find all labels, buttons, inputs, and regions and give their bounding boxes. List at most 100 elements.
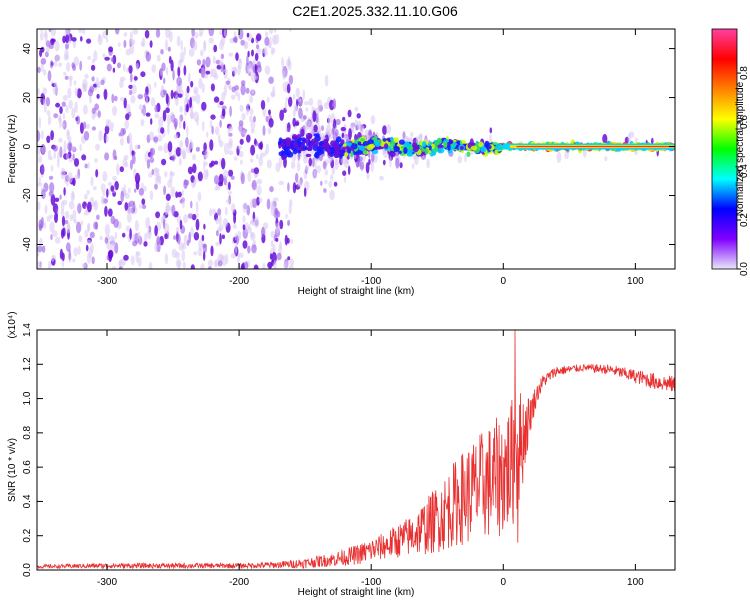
spectrum-noise-point bbox=[39, 237, 43, 246]
spectrum-noise-point bbox=[250, 198, 254, 209]
spectrum-noise-point bbox=[201, 234, 205, 242]
spectrum-noise-point bbox=[86, 252, 92, 264]
spectrum-noise-point bbox=[464, 152, 467, 163]
spectrum-noise-point bbox=[190, 80, 194, 88]
spectrum-noise-point bbox=[107, 208, 113, 217]
spectrum-noise-point bbox=[226, 181, 229, 191]
spectrum-noise-point bbox=[118, 132, 122, 137]
spectrum-noise-point bbox=[102, 190, 106, 196]
spectrum-noise-point bbox=[249, 95, 254, 104]
spectrum-noise-point bbox=[72, 209, 77, 222]
spectrum-noise-point bbox=[255, 153, 259, 160]
spectrum-noise-point bbox=[269, 186, 274, 193]
spectrum-noise-point bbox=[158, 116, 164, 128]
spectrum-noise-point bbox=[314, 159, 317, 169]
spectrum-noise-point bbox=[298, 107, 303, 119]
spectrum-noise-point bbox=[208, 37, 214, 44]
spectrum-noise-point bbox=[83, 193, 88, 200]
spectrum-noise-point bbox=[272, 47, 276, 54]
spectrum-noise-point bbox=[164, 253, 169, 265]
spectrum-noise-point bbox=[87, 55, 91, 60]
spectrum-noise-point bbox=[285, 213, 288, 219]
spectrum-noise-point bbox=[108, 46, 114, 53]
spectrum-noise-point bbox=[173, 235, 177, 240]
spectrum-noise-point bbox=[90, 176, 94, 187]
spectrum-noise-point bbox=[247, 64, 253, 75]
spectrum-noise-point bbox=[253, 115, 256, 123]
spectrum-noise-point bbox=[234, 90, 239, 97]
spectrum-noise-point bbox=[151, 168, 155, 176]
spectrum-noise-point bbox=[357, 156, 363, 162]
spectrum-noise-point bbox=[219, 119, 222, 128]
spectrum-noise-point bbox=[221, 157, 226, 170]
spectrum-noise-point bbox=[205, 70, 211, 75]
spectrum-noise-point bbox=[234, 244, 238, 254]
spectrum-noise-point bbox=[93, 50, 98, 62]
spectrum-noise-point bbox=[217, 260, 223, 267]
spectrum-noise-point bbox=[181, 242, 187, 250]
spectrum-noise-point bbox=[240, 172, 245, 185]
spectrum-noise-point bbox=[49, 221, 55, 233]
spectrum-noise-point bbox=[223, 84, 228, 96]
spectrum-noise-point bbox=[166, 114, 171, 126]
spectrum-noise-point bbox=[329, 189, 335, 201]
spectrum-noise-point bbox=[158, 145, 163, 152]
spectrum-signal-point bbox=[398, 139, 405, 145]
spectrum-noise-point bbox=[54, 60, 58, 67]
spectrum-noise-point bbox=[109, 235, 114, 241]
spectrum-noise-point bbox=[212, 208, 216, 215]
spectrum-noise-point bbox=[187, 166, 193, 175]
spectrum-noise-point bbox=[223, 29, 227, 38]
spectrum-noise-point bbox=[167, 141, 173, 153]
spectrum-signal-point bbox=[443, 141, 448, 148]
snr-ytick-label: 0.4 bbox=[22, 494, 33, 508]
spectrum-noise-point bbox=[210, 245, 214, 257]
spectrum-noise-point bbox=[219, 233, 222, 245]
spectrum-noise-point bbox=[119, 79, 124, 89]
spectrum-noise-point bbox=[218, 214, 222, 225]
snr-ytick-label: 0.0 bbox=[22, 563, 33, 577]
spectrum-noise-point bbox=[602, 133, 608, 144]
spectrum-noise-point bbox=[63, 187, 66, 196]
spectrogram-xtick-label: -200 bbox=[229, 276, 249, 287]
spectrum-noise-point bbox=[489, 127, 493, 134]
spectrum-noise-point bbox=[332, 122, 336, 134]
spectrum-noise-point bbox=[240, 83, 246, 96]
spectrum-noise-point bbox=[154, 113, 160, 119]
spectrum-noise-point bbox=[100, 79, 105, 86]
spectrum-noise-point bbox=[110, 57, 115, 62]
spectrum-signal-point bbox=[406, 149, 413, 156]
spectrum-noise-point bbox=[253, 264, 259, 269]
spectrum-noise-point bbox=[269, 253, 273, 260]
spectrum-noise-point bbox=[41, 130, 44, 140]
spectrum-noise-point bbox=[228, 85, 232, 91]
spectrum-noise-point bbox=[143, 92, 149, 98]
spectrum-noise-point bbox=[49, 214, 53, 219]
spectrum-noise-point bbox=[221, 105, 227, 110]
spectrum-signal-point bbox=[367, 139, 375, 145]
snr-xlabel: Height of straight line (km) bbox=[298, 587, 415, 598]
spectrum-noise-point bbox=[58, 114, 62, 121]
spectrum-noise-point bbox=[164, 38, 168, 51]
spectrum-noise-point bbox=[79, 122, 84, 134]
spectrum-noise-point bbox=[207, 259, 214, 267]
spectrum-signal-point bbox=[494, 149, 498, 156]
spectrum-noise-point bbox=[354, 106, 359, 112]
spectrum-noise-point bbox=[130, 72, 133, 83]
spectrum-noise-point bbox=[219, 101, 224, 106]
spectrum-noise-point bbox=[96, 93, 100, 99]
spectrum-noise-point bbox=[170, 186, 176, 198]
spectrum-noise-point bbox=[191, 29, 195, 37]
spectrum-noise-point bbox=[195, 200, 199, 213]
spectrum-noise-point bbox=[201, 121, 205, 132]
spectrum-signal-point bbox=[305, 153, 312, 158]
spectrum-noise-point bbox=[99, 235, 103, 241]
spectrum-noise-point bbox=[263, 46, 268, 57]
spectrum-noise-point bbox=[275, 237, 279, 242]
spectrum-noise-point bbox=[176, 35, 181, 47]
spectrum-noise-point bbox=[359, 161, 365, 170]
spectrum-signal-point bbox=[466, 151, 471, 158]
spectrum-noise-point bbox=[195, 93, 201, 105]
spectrum-noise-point bbox=[78, 29, 83, 34]
spectrum-noise-point bbox=[210, 83, 215, 92]
